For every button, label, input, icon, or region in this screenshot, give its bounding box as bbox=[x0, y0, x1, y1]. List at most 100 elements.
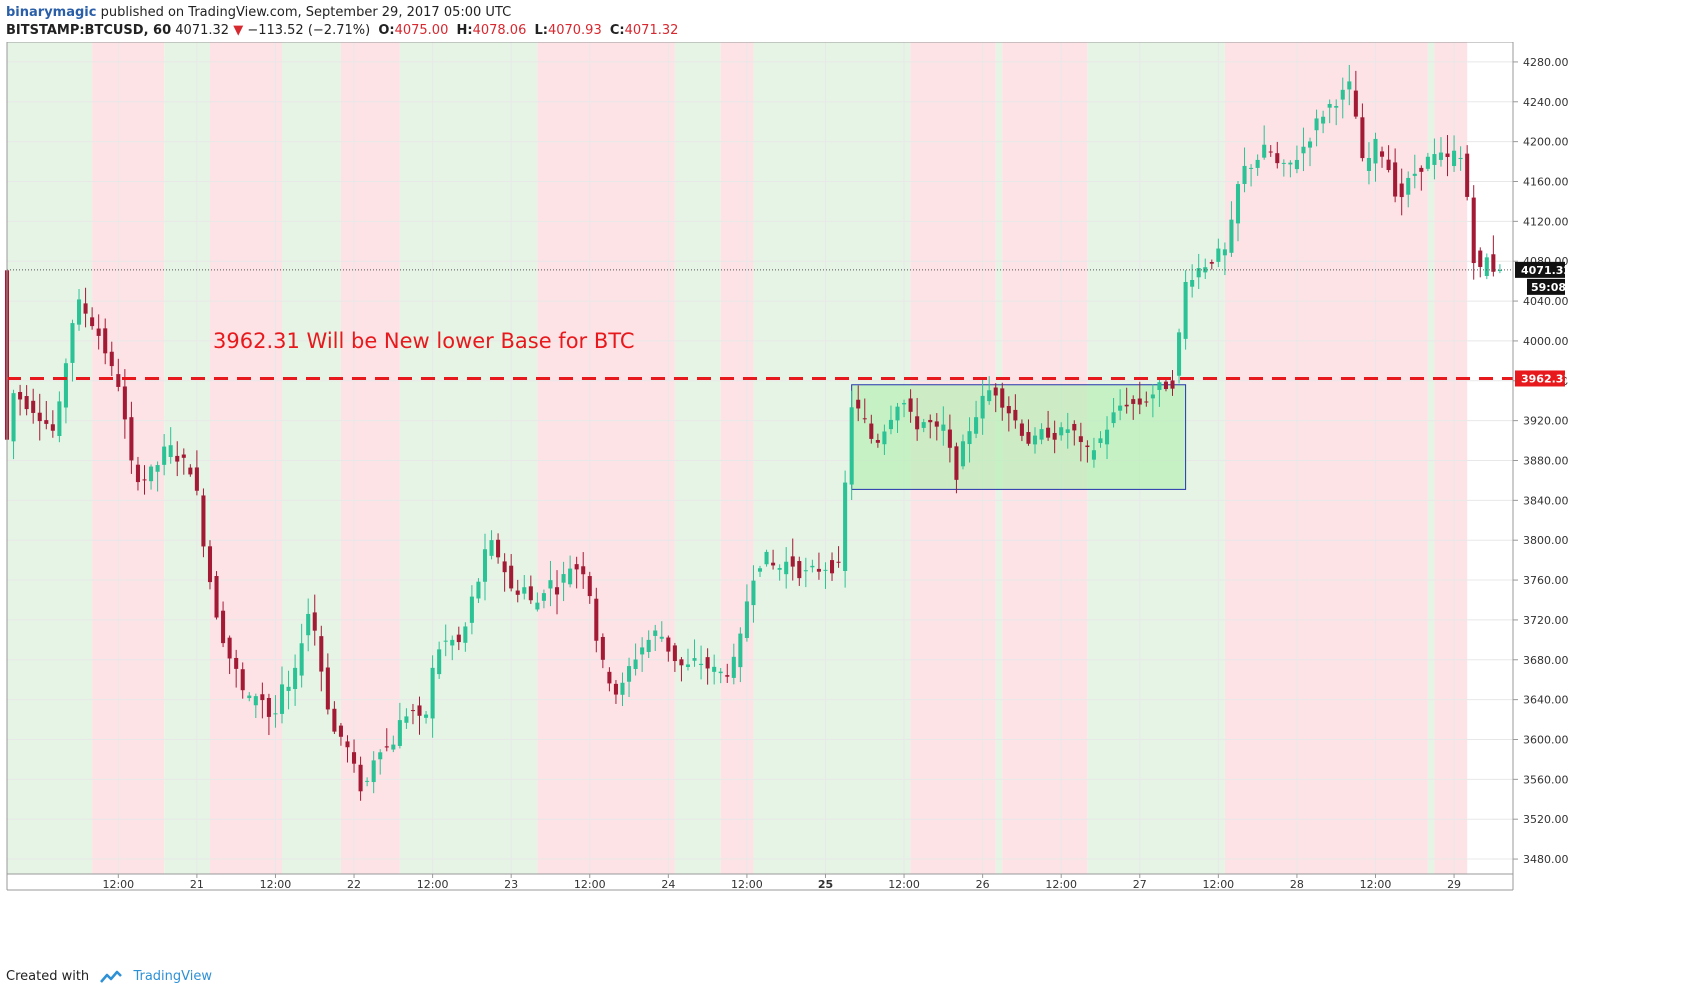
y-tick-label: 3640.00 bbox=[1523, 694, 1569, 707]
candle-up bbox=[843, 482, 848, 572]
price-chart[interactable]: 3962.31 Will be New lower Base for BTC 34… bbox=[0, 42, 1684, 966]
candle-down bbox=[1085, 445, 1090, 448]
candle-up bbox=[699, 663, 704, 666]
candle-down bbox=[83, 303, 88, 314]
candle-up bbox=[980, 395, 985, 419]
x-tick-label: 12:00 bbox=[260, 878, 292, 891]
candle-up bbox=[541, 593, 546, 601]
candle-down bbox=[1353, 90, 1358, 117]
candle-up bbox=[751, 580, 756, 606]
candle-up bbox=[365, 780, 370, 782]
candle-down bbox=[44, 420, 49, 424]
candle-down bbox=[554, 587, 560, 595]
consolidation-range-box bbox=[851, 384, 1187, 490]
candle-up bbox=[430, 667, 435, 719]
candle-up bbox=[960, 441, 966, 467]
candle-up bbox=[1406, 177, 1411, 195]
candle-down bbox=[993, 387, 998, 396]
x-tick-label: 12:00 bbox=[417, 878, 449, 891]
candle-up bbox=[731, 656, 736, 678]
candle-down bbox=[181, 454, 186, 458]
candle-up bbox=[522, 587, 527, 594]
candle-down bbox=[1006, 406, 1011, 414]
candle-down bbox=[417, 705, 422, 716]
candle-down bbox=[1360, 117, 1365, 159]
candle-up bbox=[1177, 332, 1182, 376]
candle-down bbox=[410, 710, 415, 712]
candle-down bbox=[1019, 423, 1024, 436]
candle-up bbox=[902, 403, 907, 405]
down-arrow-icon: ▼ bbox=[233, 23, 244, 38]
countdown-tag: 59:08 bbox=[1531, 281, 1566, 294]
candle-up bbox=[1039, 429, 1044, 440]
y-tick-label: 4240.00 bbox=[1523, 96, 1569, 109]
candle-up bbox=[633, 659, 638, 669]
candle-down bbox=[928, 419, 933, 423]
candle-down bbox=[705, 657, 710, 669]
candle-up bbox=[253, 696, 258, 706]
candle-up bbox=[561, 574, 566, 583]
candle-down bbox=[581, 566, 586, 575]
candle-down bbox=[869, 423, 874, 439]
candle-up bbox=[469, 596, 474, 623]
candle-up bbox=[712, 666, 717, 672]
y-tick-label: 3920.00 bbox=[1523, 415, 1569, 428]
candle-up bbox=[1347, 81, 1352, 90]
candle-down bbox=[797, 561, 802, 579]
y-tick-label: 3480.00 bbox=[1523, 853, 1569, 866]
candle-up bbox=[1065, 429, 1070, 433]
candle-down bbox=[836, 561, 841, 563]
candle-down bbox=[50, 424, 55, 431]
tradingview-logo-icon bbox=[100, 970, 123, 983]
session-band-red bbox=[209, 42, 283, 874]
candle-up bbox=[974, 417, 979, 434]
candle-up bbox=[437, 649, 442, 675]
ohlc-legend: BITSTAMP:BTCUSD, 60 4071.32 ▼ −113.52 (−… bbox=[6, 22, 678, 40]
candle-up bbox=[1242, 165, 1247, 184]
candle-down bbox=[1131, 399, 1136, 404]
y-tick-label: 3840.00 bbox=[1523, 494, 1569, 507]
candle-down bbox=[947, 429, 952, 448]
last-price-tag-bg bbox=[1515, 261, 1565, 278]
candle-down bbox=[1419, 167, 1424, 172]
y-tick-label: 4160.00 bbox=[1523, 175, 1569, 188]
low-label: L: bbox=[534, 23, 548, 38]
session-band-green bbox=[753, 42, 833, 874]
base-level-tag: 3962.31 bbox=[1521, 372, 1571, 385]
candle-up bbox=[1412, 173, 1417, 176]
base-level-tag-bg bbox=[1515, 370, 1565, 387]
candle-up bbox=[391, 744, 396, 750]
author-name[interactable]: binarymagic bbox=[6, 5, 97, 20]
last-price-tag: 4071.32 bbox=[1521, 264, 1571, 277]
candle-up bbox=[424, 714, 429, 718]
candle-up bbox=[489, 540, 494, 556]
candle-up bbox=[1183, 281, 1188, 339]
candle-down bbox=[594, 598, 599, 641]
candle-up bbox=[371, 760, 376, 783]
candle-down bbox=[515, 590, 520, 595]
low-value: 4070.93 bbox=[547, 23, 602, 38]
candle-down bbox=[234, 657, 239, 669]
candle-up bbox=[1432, 154, 1437, 165]
y-tick-label: 3520.00 bbox=[1523, 813, 1569, 826]
candle-up bbox=[823, 569, 828, 571]
x-tick-label: 27 bbox=[1133, 878, 1147, 891]
candle-up bbox=[1301, 146, 1306, 154]
candle-down bbox=[227, 637, 232, 659]
candle-up bbox=[378, 752, 383, 760]
candle-down bbox=[1491, 254, 1496, 272]
candle-up bbox=[535, 602, 540, 610]
candle-up bbox=[1249, 167, 1254, 169]
candle-down bbox=[1046, 427, 1051, 438]
candle-up bbox=[1294, 159, 1299, 170]
candle-up bbox=[764, 551, 769, 565]
tradingview-link[interactable]: TradingView bbox=[133, 969, 212, 984]
candle-down bbox=[194, 467, 199, 491]
y-tick-label: 4200.00 bbox=[1523, 136, 1569, 149]
candle-up bbox=[738, 633, 743, 668]
y-tick-label: 3880.00 bbox=[1523, 454, 1569, 467]
candle-down bbox=[31, 400, 36, 413]
footer: Created with TradingView bbox=[6, 968, 212, 986]
session-band-green bbox=[282, 42, 341, 874]
candle-up bbox=[1314, 118, 1319, 131]
